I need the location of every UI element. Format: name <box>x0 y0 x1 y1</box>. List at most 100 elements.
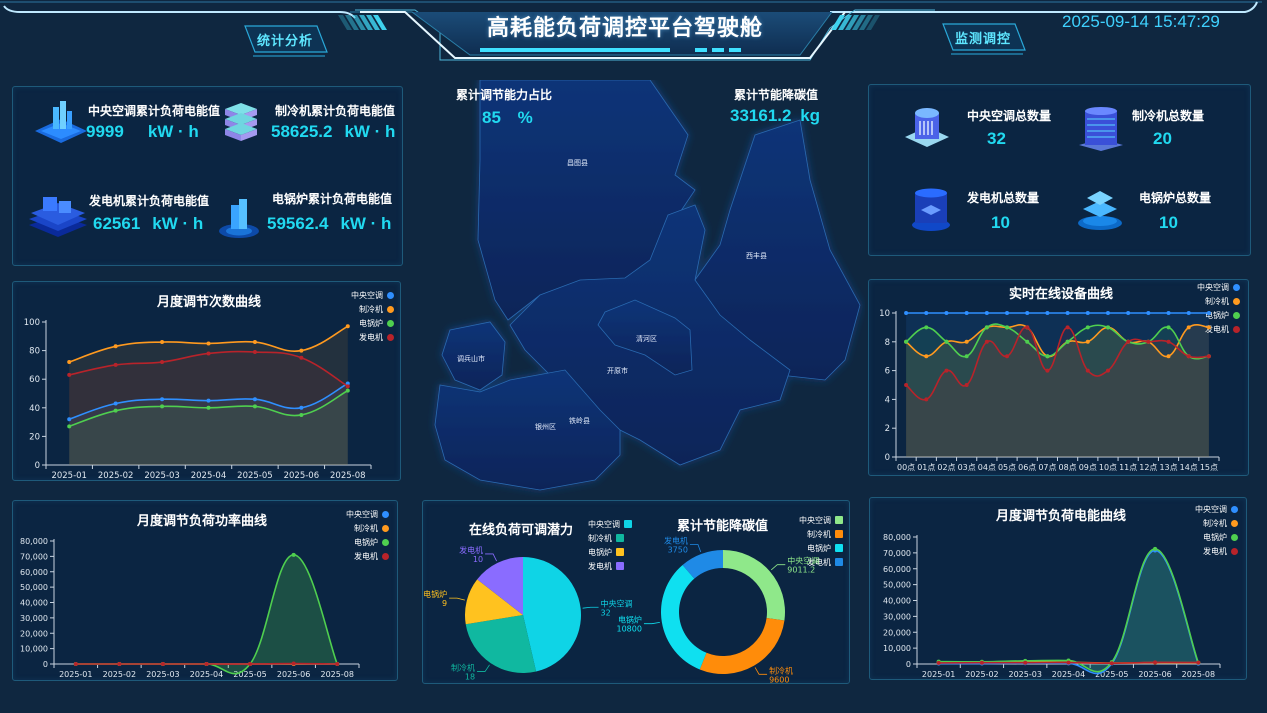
chart-legend: 中央空调 制冷机电锅炉发电机 <box>799 513 843 569</box>
carbon-total-value: 33161.2 kg <box>730 106 820 126</box>
legend-marker-icon <box>1231 505 1238 513</box>
device-count-value: 32 <box>987 129 1006 148</box>
monthly-energy-panel: 月度调节负荷电能曲线 中央空调制冷机电锅炉发电机 0 10,000 20,000 30… <box>869 497 1247 680</box>
chart-legend: 中央空调制冷机电锅炉发电机 <box>588 517 632 573</box>
legend-item[interactable]: 中央空调 <box>346 507 389 521</box>
legend-marker-icon <box>1233 311 1240 319</box>
chiller-cabinet-icon <box>1079 107 1123 151</box>
svg-text:中央空调: 中央空调 <box>787 556 819 566</box>
svg-text:3750: 3750 <box>668 545 688 554</box>
chart-title: 实时在线设备曲线 <box>1009 287 1114 302</box>
pie-slice <box>477 557 523 615</box>
svg-text:14点: 14点 <box>1180 463 1198 472</box>
factory-platform-icon <box>29 197 87 237</box>
device-count-label: 电锅炉总数量 <box>1139 191 1212 205</box>
energy-stat-label: 中央空调累计负荷电能值 <box>88 104 221 118</box>
legend-item[interactable]: 制冷机 <box>799 527 843 541</box>
legend-item[interactable]: 电锅炉 <box>351 316 394 330</box>
svg-text:2025-01: 2025-01 <box>59 670 92 679</box>
legend-item[interactable]: 发电机 <box>1197 322 1240 336</box>
legend-label: 电锅炉 <box>359 318 383 328</box>
nav-button-frame <box>942 23 1026 55</box>
svg-text:0: 0 <box>35 461 40 471</box>
monthly-power-chart[interactable]: 0 10,000 20,000 30,000 40,000 50,000 60,000 70,… <box>13 501 399 682</box>
svg-text:2025-08: 2025-08 <box>330 471 366 481</box>
nav-button-frame <box>244 25 328 57</box>
device-count-label: 中央空调总数量 <box>967 109 1052 123</box>
page-title: 高耗能负荷调控平台驾驶舱 <box>486 16 763 41</box>
svg-text:2025-02: 2025-02 <box>965 670 998 679</box>
chart-title: 月度调节负荷电能曲线 <box>996 509 1127 524</box>
legend-item[interactable]: 中央空调 <box>799 513 843 527</box>
legend-item[interactable]: 电锅炉 <box>1195 530 1238 544</box>
svg-text:2025-04: 2025-04 <box>191 471 227 481</box>
device-count-value: 20 <box>1153 129 1172 148</box>
legend-item[interactable]: 发电机 <box>1195 544 1238 558</box>
legend-marker-icon <box>1231 519 1238 527</box>
legend-item[interactable]: 电锅炉 <box>799 541 843 555</box>
legend-label: 发电机 <box>588 561 612 571</box>
svg-text:40,000: 40,000 <box>20 599 48 608</box>
legend-label: 电锅炉 <box>1205 310 1229 320</box>
series-line <box>938 548 1200 673</box>
nav-statistics-button[interactable]: 统计分析 <box>243 24 328 57</box>
adjust-ratio-number: 85 <box>482 108 501 127</box>
pie-slice <box>661 565 707 670</box>
legend-marker-icon <box>382 524 389 532</box>
svg-text:30,000: 30,000 <box>883 612 911 621</box>
svg-text:06点: 06点 <box>1018 463 1036 472</box>
legend-item[interactable]: 制冷机 <box>346 521 389 535</box>
chart-title: 月度调节负荷功率曲线 <box>137 514 268 529</box>
carbon-total-number: 33161.2 <box>730 106 792 125</box>
realtime-online-chart[interactable]: 0 2 4 6 8 10 00点 01点 02点 03点 04点 05点 06点 07点 08点 09点 10点… <box>869 280 1250 477</box>
realtime-online-panel: 实时在线设备曲线 中央空调 制冷机电锅炉发电机 0 2 4 6 8 10 00点 01点 02点 0… <box>868 279 1249 476</box>
nav-statistics-label: 统计分析 <box>256 33 313 49</box>
legend-marker-icon <box>835 530 843 538</box>
legend-item[interactable]: 中央空调 <box>351 288 394 302</box>
legend-label: 制冷机 <box>588 533 612 543</box>
chart-title: 累计节能降碳值 <box>677 519 769 534</box>
city-building-icon <box>35 101 87 143</box>
svg-text:09点: 09点 <box>1079 463 1097 472</box>
legend-item[interactable]: 电锅炉 <box>1197 308 1240 322</box>
legend-item[interactable]: 发电机 <box>588 559 632 573</box>
svg-text:2025-06: 2025-06 <box>277 670 310 679</box>
carbon-total-label: 累计节能降碳值 <box>734 88 819 102</box>
legend-marker-icon <box>387 305 394 313</box>
legend-item[interactable]: 电锅炉 <box>346 535 389 549</box>
region-map[interactable]: 昌图县 西丰县 清河区 开原市 调兵山市 银州区 铁岭县 累计调节能力占比 85… <box>420 79 865 500</box>
map-region-diaobingshan <box>441 321 506 391</box>
nav-monitoring-button[interactable]: 监测调控 <box>941 22 1026 55</box>
legend-label: 电锅炉 <box>354 537 378 547</box>
ac-unit-icon <box>905 108 949 147</box>
legend-label: 电锅炉 <box>1203 532 1227 542</box>
svg-text:05点: 05点 <box>998 463 1016 472</box>
legend-item[interactable]: 中央空调 <box>1197 280 1240 294</box>
legend-label: 电锅炉 <box>807 543 831 553</box>
svg-text:32: 32 <box>601 608 611 617</box>
legend-item[interactable]: 制冷机 <box>351 302 394 316</box>
svg-text:30,000: 30,000 <box>20 614 48 623</box>
legend-item[interactable]: 制冷机 <box>1195 516 1238 530</box>
svg-text:10,000: 10,000 <box>883 644 911 653</box>
svg-text:50,000: 50,000 <box>883 581 911 590</box>
legend-label: 中央空调 <box>1195 504 1227 514</box>
legend-item[interactable]: 电锅炉 <box>588 545 632 559</box>
legend-item[interactable]: 制冷机 <box>1197 294 1240 308</box>
legend-label: 中央空调 <box>351 290 383 300</box>
legend-marker-icon <box>1233 325 1240 333</box>
svg-text:00点: 00点 <box>897 463 915 472</box>
legend-item[interactable]: 发电机 <box>799 555 843 569</box>
svg-text:2025-03: 2025-03 <box>1008 670 1041 679</box>
legend-item[interactable]: 发电机 <box>346 549 389 563</box>
monthly-energy-chart[interactable]: 0 10,000 20,000 30,000 40,000 50,000 60,000 70,… <box>870 498 1248 681</box>
svg-text:01点: 01点 <box>917 463 935 472</box>
legend-item[interactable]: 制冷机 <box>588 531 632 545</box>
monthly-count-chart[interactable]: 0 20 40 60 80 100 2025-01 2025-02 2025-03 2025-04… <box>13 282 402 482</box>
legend-item[interactable]: 中央空调 <box>588 517 632 531</box>
legend-label: 制冷机 <box>359 304 383 314</box>
svg-text:2025-08: 2025-08 <box>1182 670 1215 679</box>
legend-item[interactable]: 发电机 <box>351 330 394 344</box>
legend-item[interactable]: 中央空调 <box>1195 502 1238 516</box>
